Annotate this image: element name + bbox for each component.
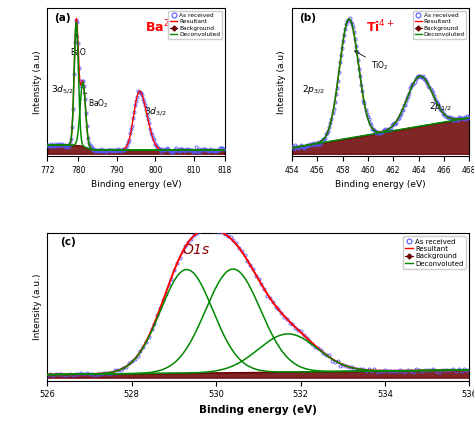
Text: BaO$_2$: BaO$_2$ bbox=[83, 93, 109, 110]
Legend: As received, Resultant, Background, Deconvoluted: As received, Resultant, Background, Deco… bbox=[413, 11, 466, 39]
Text: $2p_{3/2}$: $2p_{3/2}$ bbox=[302, 83, 325, 96]
Text: TiO$_2$: TiO$_2$ bbox=[355, 51, 388, 71]
Text: $2p_{1/2}$: $2p_{1/2}$ bbox=[429, 100, 451, 113]
Text: O1$s$: O1$s$ bbox=[182, 243, 211, 257]
Y-axis label: Intensity (a.u): Intensity (a.u) bbox=[33, 50, 42, 114]
Text: BaO: BaO bbox=[71, 34, 86, 57]
Text: (c): (c) bbox=[60, 237, 76, 247]
Text: (a): (a) bbox=[55, 13, 71, 23]
Text: Ti$^{4+}$: Ti$^{4+}$ bbox=[366, 19, 395, 36]
X-axis label: Binding energy (eV): Binding energy (eV) bbox=[200, 405, 317, 415]
X-axis label: Binding energy (eV): Binding energy (eV) bbox=[91, 181, 182, 190]
Y-axis label: Intensity (a.u): Intensity (a.u) bbox=[277, 50, 286, 114]
Text: Ba$^{2+}$: Ba$^{2+}$ bbox=[145, 19, 179, 36]
Legend: As received, Resultant, Background, Deconvoluted: As received, Resultant, Background, Deco… bbox=[403, 236, 466, 269]
X-axis label: Binding energy (eV): Binding energy (eV) bbox=[335, 181, 426, 190]
Text: $3d_{3/2}$: $3d_{3/2}$ bbox=[144, 105, 166, 118]
Text: (b): (b) bbox=[299, 13, 316, 23]
Text: $3d_{5/2}$: $3d_{5/2}$ bbox=[51, 83, 74, 96]
Y-axis label: Intensity (a.u.): Intensity (a.u.) bbox=[33, 274, 42, 340]
Legend: As received, Resultant, Background, Deconvoluted: As received, Resultant, Background, Deco… bbox=[168, 11, 222, 39]
